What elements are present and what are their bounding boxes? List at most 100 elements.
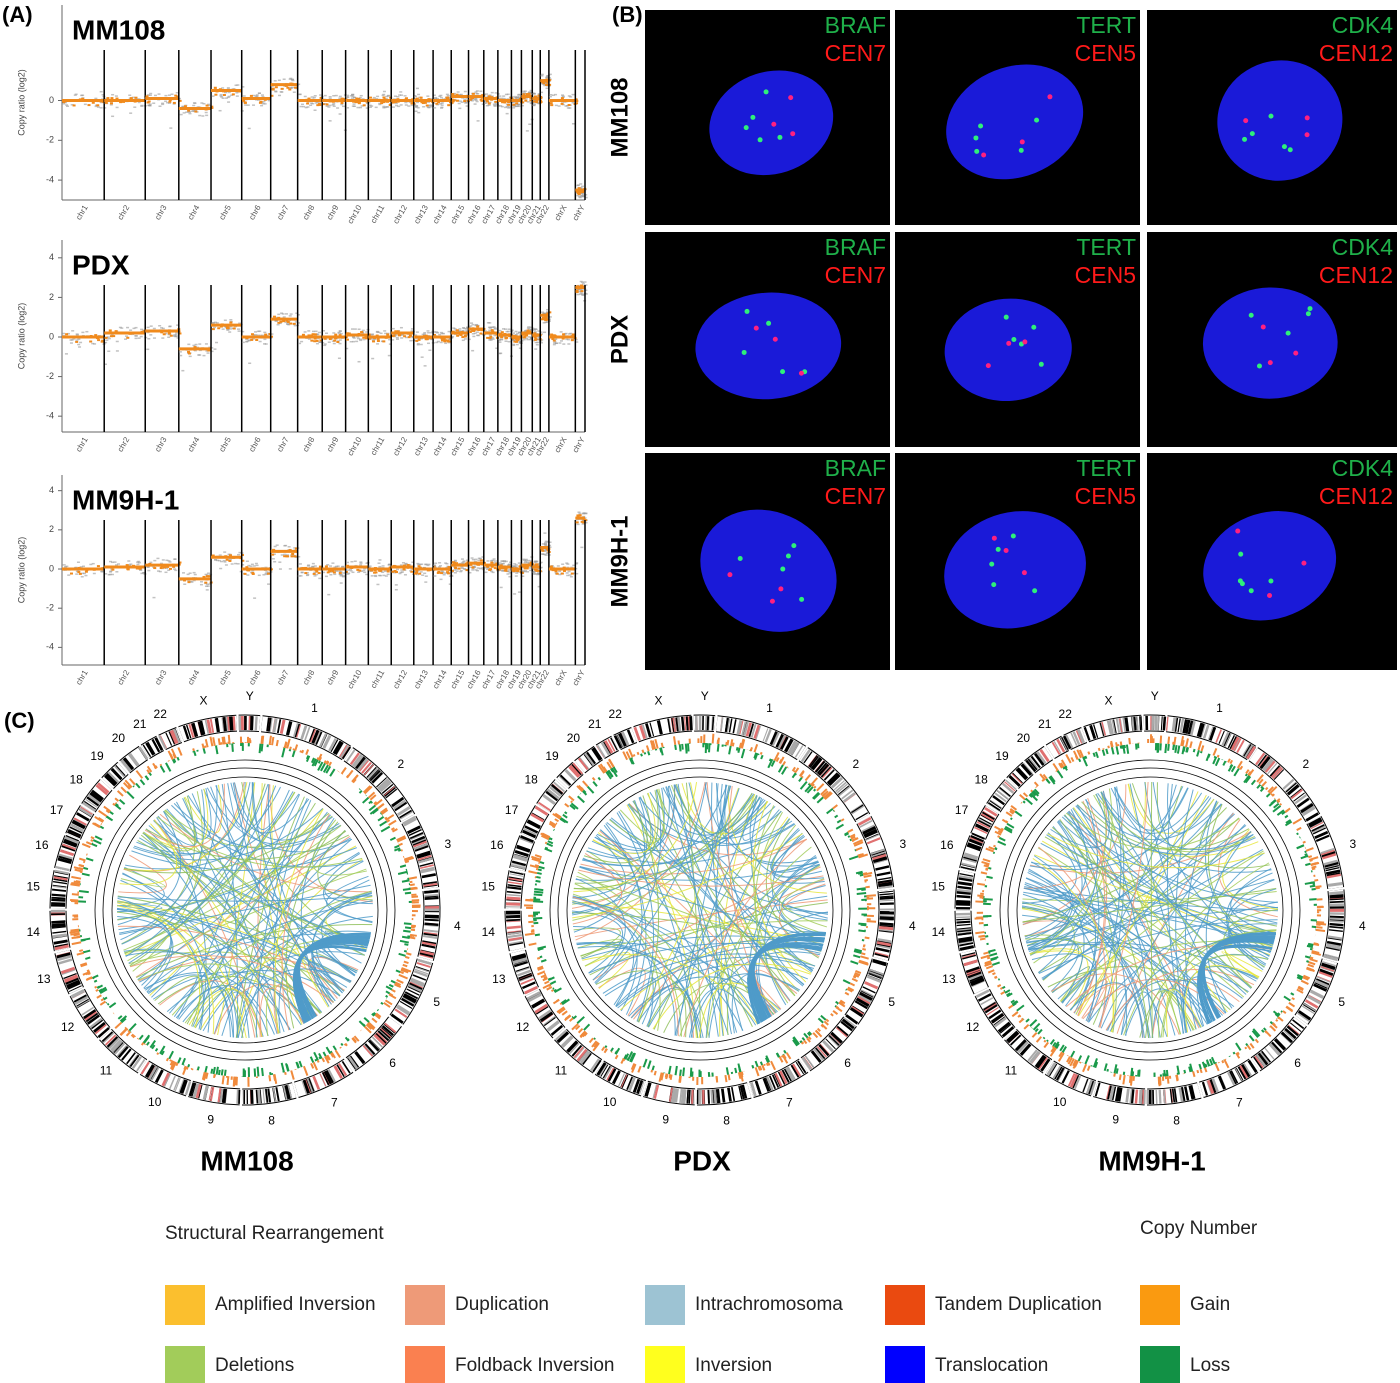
probe-point: [508, 568, 512, 571]
band: [727, 1087, 732, 1102]
chrom-label: 7: [786, 1096, 793, 1110]
band: [409, 981, 423, 989]
cn-bar: [849, 838, 852, 842]
cn-bar: [775, 757, 780, 763]
segment-point: [521, 571, 525, 574]
segment-point: [259, 100, 263, 103]
signal: [1238, 551, 1244, 557]
cn-bar: [792, 769, 796, 773]
probe-point: [382, 90, 386, 93]
probe-point: [386, 106, 390, 108]
probe-point: [582, 519, 586, 522]
probe-point: [192, 109, 196, 112]
probe-point: [108, 571, 112, 573]
probe-point: [356, 106, 360, 109]
cn-bar: [171, 1061, 177, 1071]
probe-point: [520, 104, 524, 107]
band: [424, 889, 439, 894]
segment-point: [110, 102, 114, 105]
cn-bar: [159, 1045, 166, 1055]
segment-point: [472, 329, 476, 332]
probe-point: [237, 330, 241, 332]
probe-point: [514, 96, 518, 99]
x-tick-label: chr2: [116, 435, 132, 453]
probe-point: [192, 579, 196, 582]
probe-point: [384, 575, 388, 577]
band: [85, 798, 98, 808]
x-tick-label: chr6: [247, 203, 263, 221]
cn-bar: [842, 979, 851, 985]
cn-bar: [70, 883, 80, 887]
segment-point: [459, 333, 463, 336]
signal: [798, 370, 804, 376]
cn-bar: [363, 785, 373, 795]
cn-bar: [94, 815, 104, 823]
segment-point: [456, 334, 460, 337]
segment-point: [541, 316, 545, 319]
chrom-label: 22: [154, 707, 168, 721]
probe-point: [329, 565, 333, 567]
probe-point: [414, 106, 418, 108]
probe-point: [517, 94, 521, 96]
segment-point: [391, 570, 395, 573]
segment-point: [571, 333, 575, 336]
cn-bar: [791, 766, 796, 772]
probe-point: [245, 341, 249, 343]
probe-point: [381, 94, 385, 97]
probe-point: [222, 559, 226, 562]
segment-point: [545, 83, 549, 86]
probe-point: [393, 95, 397, 97]
chrom-label: 9: [207, 1112, 214, 1126]
band: [58, 958, 73, 965]
probe-point: [484, 102, 488, 104]
probe-point: [581, 294, 585, 296]
cn-bar: [171, 758, 176, 764]
probe-point: [236, 328, 240, 330]
segment-point: [581, 191, 585, 194]
cn-bar: [811, 783, 815, 787]
probe-point: [152, 102, 156, 104]
probe-point: [314, 102, 318, 104]
segment-point: [463, 335, 467, 338]
segment-point: [486, 336, 490, 339]
signal: [1242, 136, 1248, 142]
probe-point: [115, 571, 119, 573]
cn-bar: [853, 841, 864, 847]
band: [424, 893, 439, 898]
segment-point: [536, 569, 540, 572]
cn-bar: [825, 1018, 830, 1023]
probe-point: [264, 566, 268, 569]
probe-point: [527, 336, 531, 338]
probe-point: [358, 106, 362, 109]
probe-point: [359, 562, 363, 564]
band: [851, 1005, 865, 1014]
probe-point: [257, 99, 261, 101]
signal: [744, 308, 750, 314]
link: [274, 808, 324, 1034]
segment-point: [283, 555, 287, 558]
segment-point: [540, 548, 544, 551]
segment-point: [272, 315, 276, 318]
band: [869, 968, 884, 976]
link: [123, 812, 330, 874]
cn-bar: [372, 1011, 377, 1016]
probe-point: [576, 523, 580, 526]
cn-bar: [330, 1052, 335, 1058]
cn-bar: [765, 1062, 769, 1067]
segment-point: [425, 338, 429, 341]
band: [851, 804, 864, 814]
band: [293, 723, 299, 738]
cn-bar: [855, 870, 863, 875]
probe-point: [142, 571, 146, 574]
probe-point: [149, 325, 153, 327]
band: [404, 991, 419, 1000]
probe-point: [548, 541, 552, 543]
probe-point: [470, 557, 474, 559]
cn-bar: [806, 1037, 811, 1043]
band: [67, 831, 81, 839]
probe-point: [485, 93, 489, 95]
cn-bar: [201, 743, 205, 749]
probe-point: [288, 568, 292, 570]
probe-point: [467, 338, 471, 341]
probe-point: [134, 335, 138, 337]
